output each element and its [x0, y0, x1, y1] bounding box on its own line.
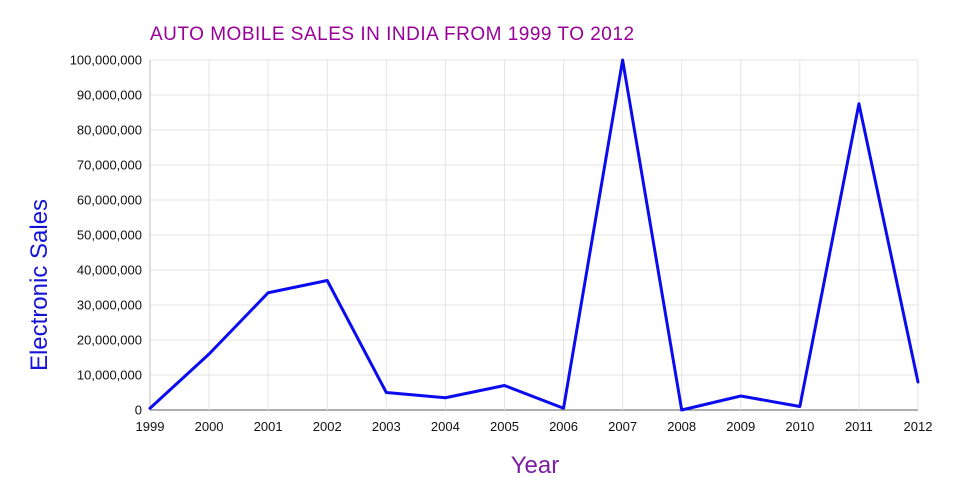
y-tick-label: 80,000,000: [77, 123, 142, 138]
y-tick-label: 40,000,000: [77, 263, 142, 278]
x-tick-label: 1999: [136, 419, 165, 434]
x-tick-label: 2001: [254, 419, 283, 434]
x-tick-label: 2000: [195, 419, 224, 434]
y-tick-label: 50,000,000: [77, 228, 142, 243]
y-axis-title: Electronic Sales: [26, 198, 53, 372]
x-tick-label: 2006: [549, 419, 578, 434]
y-tick-label: 100,000,000: [70, 53, 142, 68]
y-tick-label: 0: [135, 403, 142, 418]
x-tick-label: 2003: [372, 419, 401, 434]
x-axis-title: Year: [510, 452, 560, 479]
x-tick-label: 2007: [608, 419, 637, 434]
x-tick-label: 2008: [667, 419, 696, 434]
x-tick-label: 2012: [904, 419, 933, 434]
x-tick-label: 2002: [313, 419, 342, 434]
x-tick-label: 2011: [845, 419, 873, 434]
y-tick-label: 20,000,000: [77, 333, 142, 348]
y-tick-label: 90,000,000: [77, 88, 142, 103]
x-tick-label: 2005: [490, 419, 519, 434]
x-tick-label: 2009: [726, 419, 755, 434]
y-tick-label: 10,000,000: [77, 368, 142, 383]
y-tick-label: 30,000,000: [77, 298, 142, 313]
x-tick-label: 2010: [785, 419, 814, 434]
sales-line-series: [148, 58, 920, 412]
y-tick-label: 70,000,000: [77, 158, 142, 173]
x-tick-label: 2004: [431, 419, 460, 434]
chart-title: AUTO MOBILE SALES IN INDIA FROM 1999 TO …: [150, 24, 635, 45]
y-tick-label: 60,000,000: [77, 193, 142, 208]
